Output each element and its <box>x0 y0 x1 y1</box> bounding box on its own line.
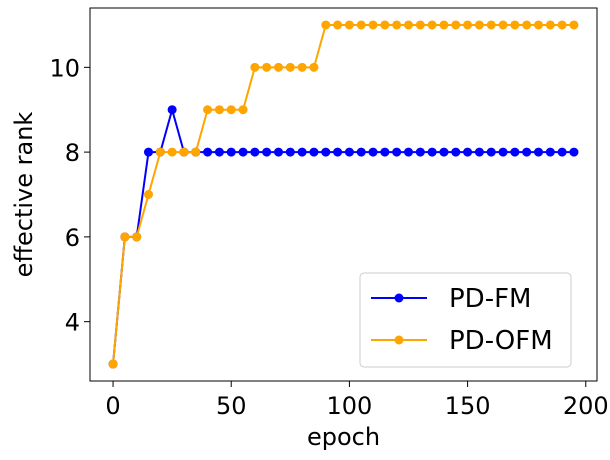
data-point-pd-ofm <box>557 20 567 30</box>
data-point-pd-fm <box>344 147 354 157</box>
data-point-pd-ofm <box>179 147 189 157</box>
data-point-pd-ofm <box>309 62 319 72</box>
data-point-pd-ofm <box>545 20 555 30</box>
data-point-pd-fm <box>392 147 402 157</box>
y-tick-label: 10 <box>49 54 80 82</box>
axes-frame <box>89 7 598 382</box>
data-point-pd-fm <box>144 147 153 157</box>
x-tick-label: 150 <box>445 392 491 420</box>
y-tick-label: 4 <box>65 309 80 337</box>
data-point-pd-fm <box>380 147 390 157</box>
data-point-pd-fm <box>534 147 543 157</box>
data-point-pd-fm <box>451 147 461 157</box>
data-point-pd-ofm <box>108 359 118 369</box>
data-point-pd-ofm <box>463 20 473 30</box>
data-point-pd-ofm <box>356 20 366 30</box>
data-point-pd-ofm <box>333 20 343 30</box>
data-point-pd-fm <box>545 147 555 157</box>
data-point-pd-fm <box>238 147 248 157</box>
data-point-pd-fm <box>557 147 567 157</box>
data-point-pd-fm <box>203 147 213 157</box>
data-point-pd-ofm <box>534 20 543 30</box>
legend-label-pd-ofm: PD-OFM <box>449 326 553 356</box>
data-point-pd-fm <box>167 105 177 115</box>
data-point-pd-ofm <box>191 147 201 157</box>
data-point-pd-ofm <box>262 62 272 72</box>
data-point-pd-fm <box>321 147 331 157</box>
legend-label-pd-fm: PD-FM <box>449 284 531 314</box>
data-point-pd-ofm <box>132 232 142 242</box>
data-point-pd-fm <box>274 147 283 157</box>
data-point-pd-fm <box>250 147 260 157</box>
data-point-pd-ofm <box>250 62 260 72</box>
legend-box <box>359 272 572 368</box>
y-tick-label: 8 <box>65 139 80 167</box>
data-point-pd-ofm <box>451 20 461 30</box>
legend: PD-FM PD-OFM <box>359 272 572 368</box>
x-tick-label: 50 <box>216 392 247 420</box>
x-axis-label: epoch <box>307 423 380 451</box>
legend-marker-pd-ofm <box>394 335 404 345</box>
x-tick-label: 200 <box>563 392 609 420</box>
data-point-pd-ofm <box>427 20 437 30</box>
data-point-pd-fm <box>522 147 532 157</box>
data-point-pd-fm <box>474 147 484 157</box>
data-point-pd-ofm <box>238 105 248 115</box>
data-point-pd-ofm <box>167 147 177 157</box>
data-point-pd-fm <box>226 147 236 157</box>
data-point-pd-fm <box>439 147 449 157</box>
series-layer <box>108 20 579 369</box>
data-point-pd-ofm <box>510 20 520 30</box>
data-point-pd-ofm <box>380 20 390 30</box>
data-point-pd-fm <box>404 147 413 157</box>
data-point-pd-fm <box>569 147 579 157</box>
data-point-pd-ofm <box>392 20 402 30</box>
data-point-pd-fm <box>309 147 319 157</box>
data-point-pd-fm <box>498 147 508 157</box>
data-point-pd-ofm <box>297 62 307 72</box>
data-point-pd-ofm <box>155 147 165 157</box>
data-point-pd-ofm <box>274 62 283 72</box>
x-tick-label: 100 <box>327 392 373 420</box>
data-point-pd-fm <box>214 147 224 157</box>
series-line-pd-ofm <box>112 23 574 365</box>
data-point-pd-fm <box>510 147 520 157</box>
data-point-pd-fm <box>368 147 378 157</box>
data-point-pd-ofm <box>439 20 449 30</box>
data-point-pd-fm <box>486 147 496 157</box>
data-point-pd-ofm <box>144 190 153 199</box>
data-point-pd-ofm <box>226 105 236 115</box>
data-point-pd-ofm <box>569 20 579 30</box>
data-point-pd-fm <box>333 147 343 157</box>
legend-marker-pd-fm <box>394 293 404 303</box>
data-point-pd-ofm <box>120 232 130 242</box>
data-point-pd-fm <box>297 147 307 157</box>
data-point-pd-fm <box>262 147 272 157</box>
data-point-pd-fm <box>427 147 437 157</box>
data-point-pd-fm <box>415 147 425 157</box>
data-point-pd-ofm <box>368 20 378 30</box>
data-point-pd-fm <box>463 147 473 157</box>
data-point-pd-ofm <box>203 105 213 115</box>
y-tick-label: 6 <box>65 224 80 252</box>
data-point-pd-ofm <box>522 20 532 30</box>
data-point-pd-ofm <box>214 105 224 115</box>
y-axis-label: effective rank <box>10 112 38 278</box>
data-point-pd-fm <box>285 147 295 157</box>
data-point-pd-ofm <box>285 62 295 72</box>
axes: 0 50 100 150 200 4 6 8 10 <box>49 7 609 420</box>
data-point-pd-ofm <box>474 20 484 30</box>
series-pd-ofm <box>108 20 579 369</box>
data-point-pd-ofm <box>498 20 508 30</box>
data-point-pd-ofm <box>321 20 331 30</box>
x-tick-label: 0 <box>105 392 120 420</box>
data-point-pd-fm <box>356 147 366 157</box>
data-point-pd-ofm <box>415 20 425 30</box>
data-point-pd-ofm <box>404 20 413 30</box>
data-point-pd-ofm <box>344 20 354 30</box>
data-point-pd-ofm <box>486 20 496 30</box>
